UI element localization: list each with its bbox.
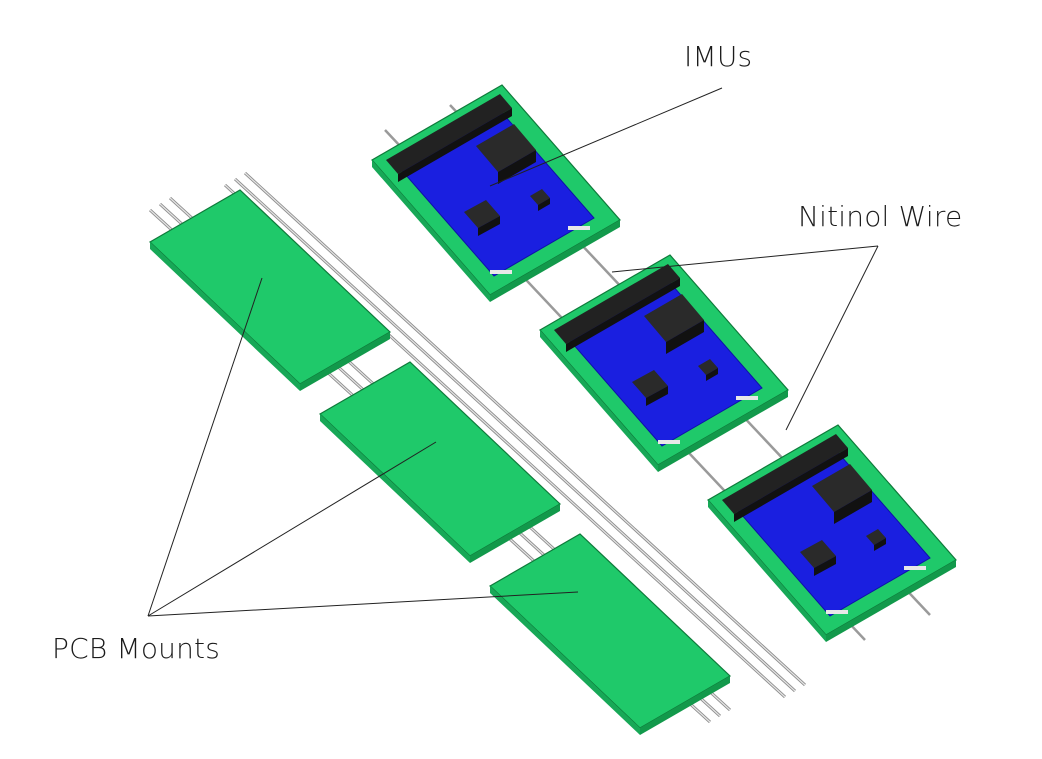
imus-label: IMUs (684, 40, 753, 73)
nitinol-wire-label: Nitinol Wire (798, 200, 963, 233)
leader-lines (147, 87, 879, 617)
imu-board-column (371, 84, 957, 643)
pcb-mounts-label: PCB Mounts (52, 632, 221, 665)
